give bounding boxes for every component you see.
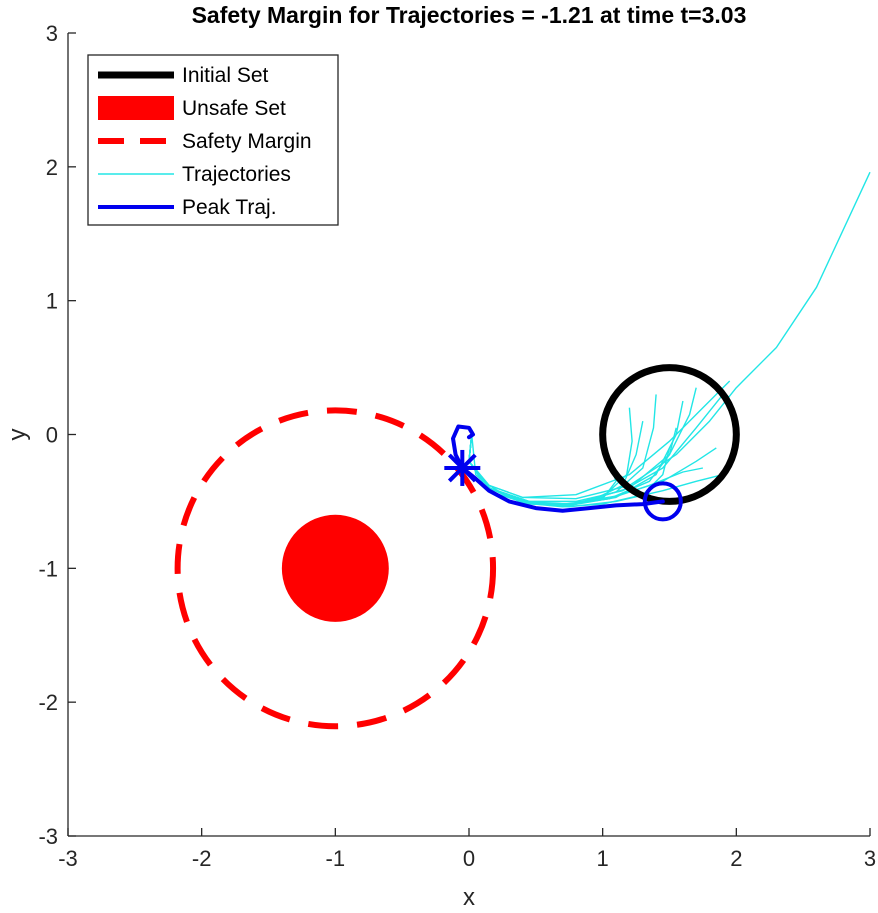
trajectory-line-13	[468, 427, 677, 507]
y-tick-label: 2	[46, 155, 58, 180]
legend: Initial Set Unsafe Set Safety Margin Trajec…	[87, 54, 339, 226]
legend-label: Initial Set	[182, 64, 269, 87]
y-tick-label: 1	[46, 289, 58, 314]
y-tick-label: -3	[38, 824, 58, 849]
legend-swatch-unsafe-set	[98, 96, 174, 120]
x-tick-label: 2	[730, 846, 742, 871]
x-tick-label: -1	[326, 846, 346, 871]
legend-entry: Peak Traj.	[98, 196, 277, 219]
x-tick-label: -3	[58, 846, 78, 871]
y-tick-label: -1	[38, 556, 58, 581]
asterisk-stroke	[447, 453, 477, 483]
initial-set-circle	[599, 364, 740, 505]
y-axis-label: y	[4, 429, 31, 441]
x-tick-label: 0	[463, 846, 475, 871]
legend-entry: Trajectories	[98, 163, 291, 186]
legend-entry: Unsafe Set	[98, 96, 286, 120]
x-tick-label: 1	[597, 846, 609, 871]
peak-start-marker	[642, 481, 683, 522]
x-tick-label: 3	[864, 846, 876, 871]
unsafe-set	[281, 514, 389, 622]
plot-area	[174, 171, 871, 730]
y-tick-label: 0	[46, 423, 58, 448]
legend-box	[87, 54, 339, 226]
x-tick-label: -2	[192, 846, 212, 871]
legend-label: Trajectories	[182, 163, 291, 186]
legend-label: Safety Margin	[182, 130, 312, 153]
y-tick-label: 3	[46, 21, 58, 46]
axes: -3 -2 -1 0 1 2 3 -3 -2 -1 0 1 2 3	[38, 21, 876, 871]
chart-title: Safety Margin for Trajectories = -1.21 a…	[192, 2, 747, 28]
x-axis-label: x	[463, 884, 475, 911]
legend-label: Peak Traj.	[182, 196, 277, 219]
legend-entry: Initial Set	[98, 64, 269, 87]
legend-label: Unsafe Set	[182, 97, 286, 120]
y-tick-label: -2	[38, 690, 58, 715]
peak-trajectory-line	[451, 424, 665, 513]
legend-entry: Safety Margin	[98, 130, 312, 153]
safety-margin-circle	[174, 407, 497, 730]
peak-end-marker	[444, 449, 481, 486]
